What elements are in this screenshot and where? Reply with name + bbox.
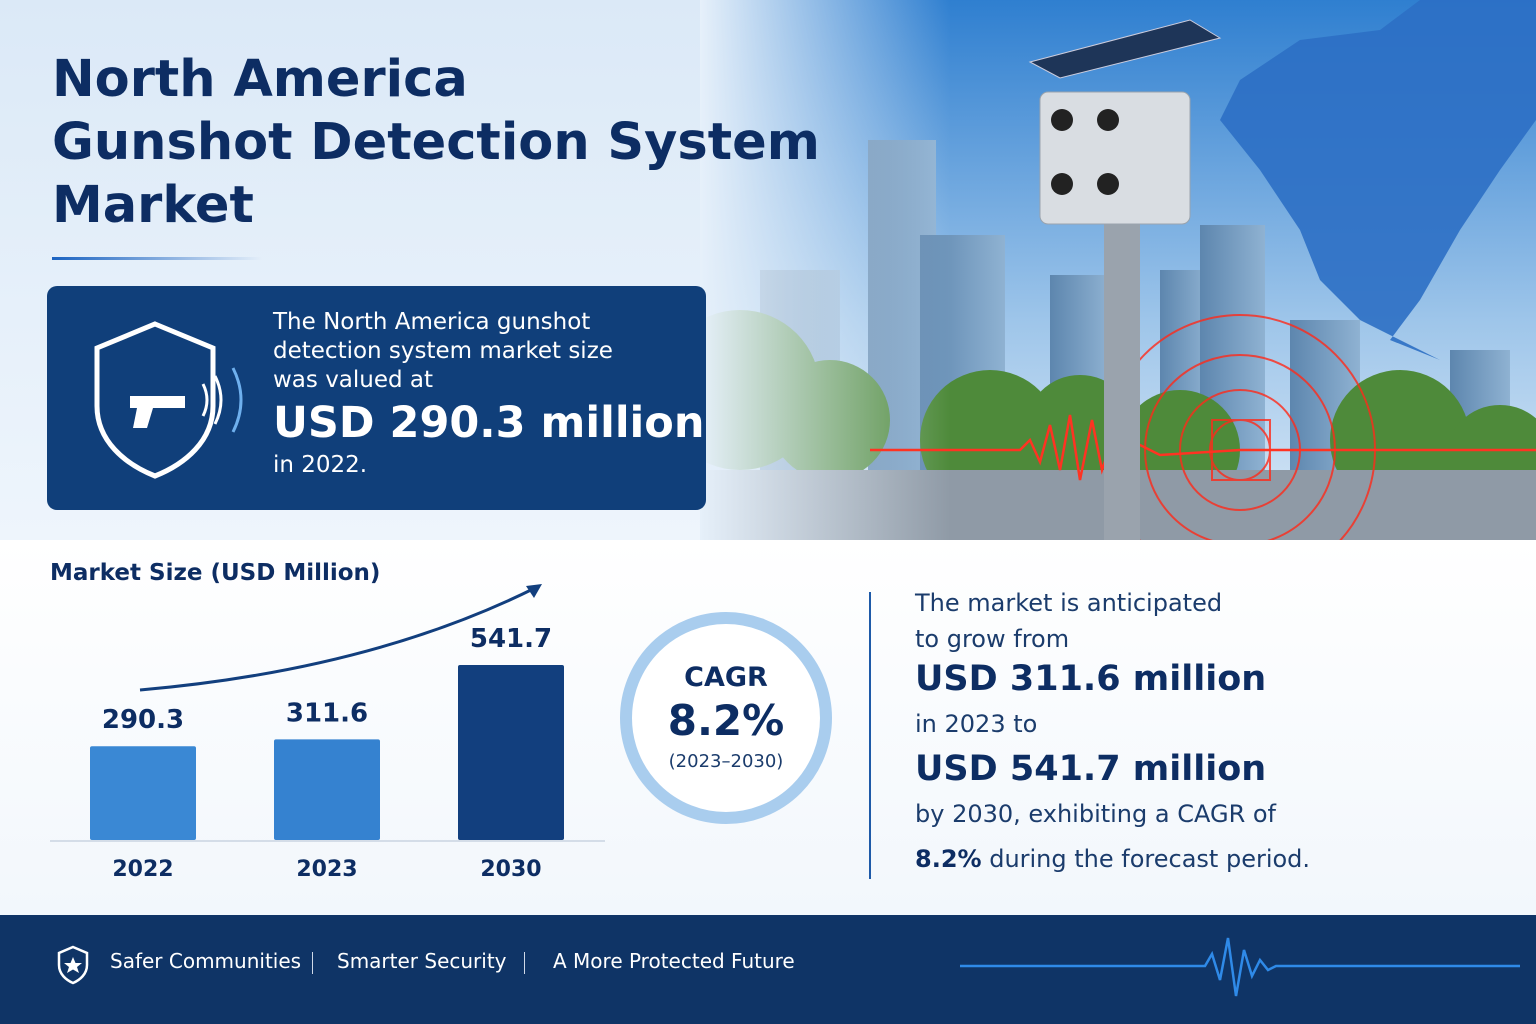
info-box: The North America gunshot detection syst… xyxy=(47,286,706,510)
summary-line: during the forecast period. xyxy=(989,845,1311,873)
value-label: 311.6 xyxy=(286,698,368,728)
shield-icon xyxy=(94,321,243,479)
pole xyxy=(1104,220,1140,540)
footer-item: Safer Communities xyxy=(110,949,302,973)
solar-panel xyxy=(1028,19,1222,79)
footer-icon xyxy=(57,945,89,985)
summary-line: in 2023 to xyxy=(915,710,1038,738)
hero: North America Gunshot Detection System M… xyxy=(0,0,1536,540)
title-line: Gunshot Detection System xyxy=(52,113,820,172)
x-tick-label: 2023 xyxy=(296,857,357,882)
bar-chart: Market Size (USD Million) 290.3 2022 311.6… xyxy=(50,560,605,882)
cagr-period: (2023–2030) xyxy=(669,751,784,772)
bar xyxy=(90,746,196,840)
hero-photo xyxy=(700,0,1536,540)
title-line: North America xyxy=(52,50,468,109)
sensor-mics xyxy=(1051,109,1119,195)
chart-title: Market Size (USD Million) xyxy=(50,560,380,586)
value-label: 541.7 xyxy=(470,624,552,654)
summary-line: 8.2% during the forecast period. xyxy=(915,837,1310,882)
title-line: Market xyxy=(52,176,254,235)
summary-line: to grow from xyxy=(915,625,1070,653)
title: North America Gunshot Detection System M… xyxy=(52,48,820,237)
summary-line: by 2030, exhibiting a CAGR of xyxy=(915,800,1277,828)
bar xyxy=(458,665,564,840)
footer-separator xyxy=(524,952,525,974)
title-rule xyxy=(52,257,262,260)
info-line: The North America gunshot xyxy=(273,309,591,335)
divider xyxy=(869,592,871,879)
stats-section: Market Size (USD Million) 290.3 2022 311.6… xyxy=(0,540,1536,915)
footer-separator xyxy=(312,952,313,974)
footer-item: A More Protected Future xyxy=(553,949,795,973)
info-line: detection system market size xyxy=(273,338,613,364)
waveform xyxy=(870,414,1536,481)
cagr-badge: CAGR 8.2% (2023–2030) xyxy=(620,612,832,824)
footer-item: Smarter Security xyxy=(337,949,507,973)
summary-rate: 8.2% xyxy=(915,845,982,873)
summary-amount: USD 541.7 million xyxy=(915,749,1267,789)
summary-amount: USD 311.6 million xyxy=(915,659,1267,699)
trend-arrow xyxy=(139,586,536,692)
x-tick-label: 2022 xyxy=(112,857,173,882)
cagr-value: 8.2% xyxy=(668,696,784,745)
cagr-ring xyxy=(620,612,832,824)
x-tick-label: 2030 xyxy=(480,857,541,882)
cagr-label: CAGR xyxy=(684,662,768,693)
info-tail: in 2022. xyxy=(273,452,368,478)
info-text: The North America gunshot detection syst… xyxy=(273,308,704,480)
summary-line: The market is anticipated xyxy=(915,589,1223,617)
footer-pulse xyxy=(960,937,1520,997)
trend-arrowhead xyxy=(526,584,542,598)
summary: The market is anticipated to grow from U… xyxy=(915,585,1310,882)
bar xyxy=(274,739,380,840)
info-line: was valued at xyxy=(273,367,434,393)
info-highlight: USD 290.3 million xyxy=(273,398,705,448)
value-label: 290.3 xyxy=(102,705,184,735)
footer: Safer Communities Smarter Security A Mor… xyxy=(0,915,1536,1024)
sensor xyxy=(1039,91,1191,225)
